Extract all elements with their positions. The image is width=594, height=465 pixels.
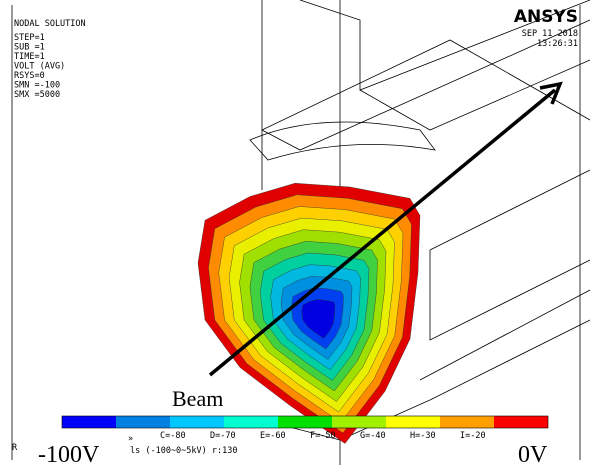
footer-marker: »: [128, 434, 133, 444]
colorbar-label: C=-80: [160, 431, 186, 441]
info-title: NODAL SOLUTION: [14, 19, 86, 29]
colorbar-label: E=-60: [260, 431, 286, 441]
screenshot: C=-80 D=-70 E=-60 F=-50 G=-40 H=-30 I=-20 NODA…: [0, 0, 594, 465]
colorbar: [62, 416, 548, 428]
info-line: SMX =5000: [14, 90, 60, 100]
footer-left: R: [12, 443, 18, 453]
info-line: SUB =1: [14, 43, 45, 53]
info-line: RSYS=0: [14, 71, 45, 81]
colorbar-label: F=-50: [310, 431, 336, 441]
time: 13:26:31: [537, 39, 578, 49]
max-label: 0V: [518, 442, 548, 465]
colorbar-label: H=-30: [410, 431, 436, 441]
info-line: TIME=1: [14, 52, 45, 62]
footer-caption: ls (-100~0~5kV) r:130: [130, 446, 237, 456]
date: SEP 11 2018: [522, 29, 578, 39]
colorbar-label: G=-40: [360, 431, 386, 441]
logo: ANSYS: [514, 7, 578, 27]
colorbar-label: D=-70: [210, 431, 236, 441]
beam-label: Beam: [172, 386, 223, 411]
min-label: -100V: [38, 442, 100, 465]
info-line: STEP=1: [14, 33, 45, 43]
colorbar-label: I=-20: [460, 431, 486, 441]
info-line: SMN =-100: [14, 81, 60, 91]
info-line: VOLT (AVG): [14, 62, 65, 72]
